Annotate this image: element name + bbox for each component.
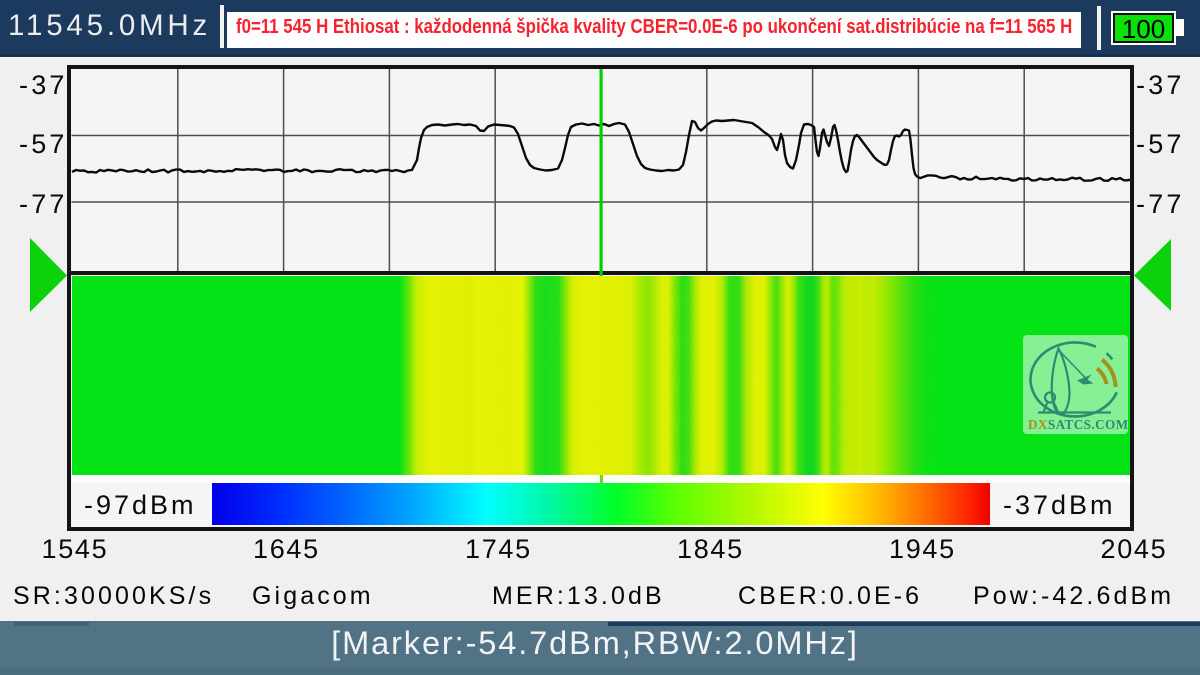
svg-text:DXSATCS.COM: DXSATCS.COM	[1028, 417, 1129, 432]
